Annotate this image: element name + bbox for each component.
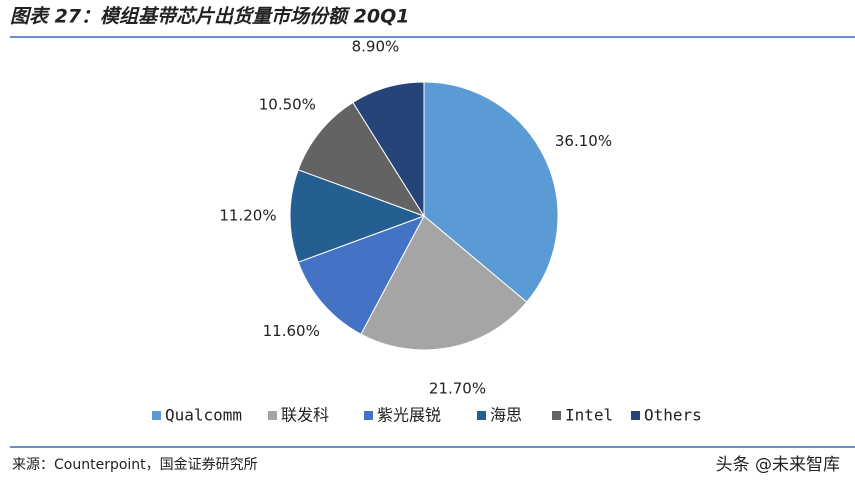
pie-slice (423, 81, 559, 303)
data-label: 10.50% (259, 96, 316, 114)
data-label: 11.20% (219, 207, 276, 225)
chart-title: 图表 27：模组基带芯片出货量市场份额 20Q1 (10, 6, 409, 28)
source: 来源：Counterpoint，国金证券研究所 (12, 457, 258, 473)
legend-label: Intel (565, 406, 613, 425)
pie-slice (360, 215, 528, 351)
data-label: 8.90% (352, 37, 400, 55)
data-label: 36.10% (555, 132, 612, 150)
legend-swatch (268, 411, 277, 420)
legend-label: Qualcomm (165, 406, 242, 425)
watermark: 头条 @未来智库 (716, 455, 840, 475)
pie-slice (289, 169, 426, 263)
legend-label: 紫光展锐 (377, 406, 441, 425)
data-label: 21.70% (429, 379, 486, 397)
legend-label: 海思 (490, 406, 522, 425)
legend-swatch (552, 411, 561, 420)
legend-swatch (477, 411, 486, 420)
legend-swatch (364, 411, 373, 420)
data-label: 11.60% (263, 322, 320, 340)
legend-swatch (631, 411, 640, 420)
pie-slice (297, 215, 426, 335)
pie-slice (297, 101, 426, 217)
pie-slice (352, 81, 425, 218)
legend-label: 联发科 (281, 406, 329, 425)
legend-swatch (152, 411, 161, 420)
legend-label: Others (644, 406, 702, 425)
